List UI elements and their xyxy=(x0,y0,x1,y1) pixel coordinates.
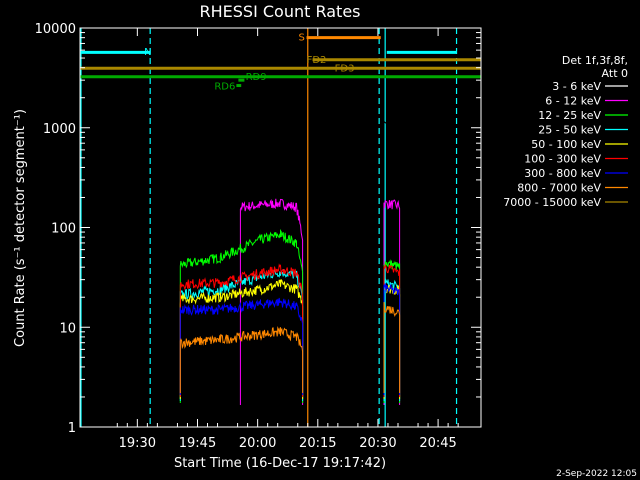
legend-label-7: 800 - 7000 keV xyxy=(517,182,601,195)
legend: Det 1f,3f,8f,Att 03 - 6 keV 6 - 12 keV12 … xyxy=(503,54,628,209)
flag-bars xyxy=(80,36,481,88)
x-axis: 19:30 19:45 20:00 20:15 20:30 20:45 xyxy=(116,28,459,451)
series-line-7-2 xyxy=(383,302,401,393)
flag-label-fd2: FD2 xyxy=(307,55,327,66)
series-lines xyxy=(179,121,401,407)
x-tick-label-5: 20:45 xyxy=(419,436,456,451)
series-line-1-2 xyxy=(239,198,304,405)
series-line-6-1 xyxy=(179,297,304,395)
y-axis: 1 10 100 1000 10000 xyxy=(35,22,481,436)
y-tick-label-4: 10000 xyxy=(35,22,76,37)
series-line-3-1 xyxy=(179,267,304,401)
legend-header-0: Det 1f,3f,8f, xyxy=(562,54,628,67)
chart-title: RHESSI Count Rates xyxy=(200,2,361,21)
y-axis-label: Count Rate (s⁻¹ detector segment⁻¹) xyxy=(13,109,28,347)
series-line-5-2 xyxy=(383,263,401,397)
legend-label-6: 300 - 800 keV xyxy=(524,167,601,180)
flag-label-fd3: FD3 xyxy=(335,64,355,75)
legend-label-0: 3 - 6 keV xyxy=(552,80,601,93)
x-axis-label: Start Time (16-Dec-17 19:17:42) xyxy=(174,456,386,471)
legend-label-3: 25 - 50 keV xyxy=(538,124,601,137)
legend-label-5: 100 - 300 keV xyxy=(524,153,601,166)
series-line-0-3 xyxy=(383,121,401,407)
series-line-7-1 xyxy=(179,326,304,393)
legend-header-1: Att 0 xyxy=(602,67,628,80)
flag-label-s: S xyxy=(299,33,305,44)
y-tick-label-3: 1000 xyxy=(43,122,76,137)
legend-label-2: 12 - 25 keV xyxy=(538,109,601,122)
series-line-2-1 xyxy=(179,228,304,403)
series-line-1-3 xyxy=(383,199,401,405)
x-tick-label-2: 20:00 xyxy=(239,436,276,451)
y-tick-label-1: 10 xyxy=(59,321,76,336)
series-line-4-1 xyxy=(179,278,304,399)
x-tick-label-1: 19:45 xyxy=(179,436,216,451)
series-line-2-2 xyxy=(383,259,401,403)
y-tick-label-0: 1 xyxy=(68,421,76,436)
x-tick-label-0: 19:30 xyxy=(119,436,156,451)
flag-label-rd9: RD9 xyxy=(246,72,267,83)
flag-label-rd6: RD6 xyxy=(214,82,235,93)
legend-label-1: 6 - 12 keV xyxy=(545,95,601,108)
date-stamp: 2-Sep-2022 12:05 xyxy=(556,469,637,479)
y-tick-label-2: 100 xyxy=(51,222,76,237)
series-line-5-1 xyxy=(179,263,304,397)
series-line-6-2 xyxy=(383,283,401,395)
legend-label-8: 7000 - 15000 keV xyxy=(503,196,601,209)
x-tick-label-4: 20:30 xyxy=(359,436,396,451)
x-tick-label-3: 20:15 xyxy=(299,436,336,451)
flag-label-n: N xyxy=(144,47,151,58)
legend-label-4: 50 - 100 keV xyxy=(531,138,601,151)
series-line-0-2 xyxy=(296,121,304,407)
